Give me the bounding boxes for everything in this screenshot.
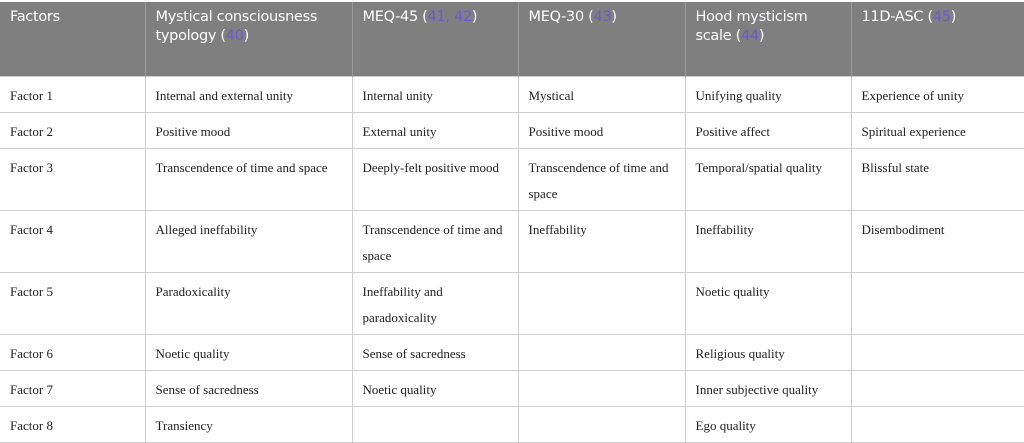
table-cell: Blissful state xyxy=(850,148,1024,211)
table-cell: Spiritual experience xyxy=(850,112,1024,149)
table-cell: Temporal/spatial quality xyxy=(684,148,852,211)
table-cell xyxy=(850,406,1024,443)
header-paren: ) xyxy=(243,28,250,44)
table-cell: Transcendence of time and space xyxy=(351,210,519,273)
table-row: Factor 2 Positive mood External unity Posit… xyxy=(0,112,1024,149)
citation-link[interactable]: 40 xyxy=(225,28,244,44)
citation-link[interactable]: 45 xyxy=(932,9,951,25)
table-cell: Factor 2 xyxy=(0,112,146,149)
table-cell: Ego quality xyxy=(684,406,852,443)
table-cell xyxy=(850,272,1024,335)
column-header: MEQ-30 (43) xyxy=(518,2,686,77)
header-label: MEQ-45 ( xyxy=(362,9,428,25)
table-cell: Positive affect xyxy=(684,112,852,149)
table-cell: Alleged ineffability xyxy=(144,210,353,273)
table-cell: External unity xyxy=(351,112,519,149)
column-header: Hood mysticism scale (44) xyxy=(685,2,852,77)
table-row: Factor 1 Internal and external unity Inter… xyxy=(0,76,1024,113)
citation-link[interactable]: 41, 42 xyxy=(427,9,473,25)
table-cell: Paradoxicality xyxy=(144,272,353,335)
table-cell: Factor 3 xyxy=(0,148,146,211)
table-cell xyxy=(517,334,686,371)
table-cell xyxy=(517,272,686,335)
table-cell: Ineffability xyxy=(517,210,686,273)
table-cell xyxy=(850,334,1024,371)
header-paren: ) xyxy=(471,9,478,25)
header-paren: ) xyxy=(950,9,957,25)
table-cell xyxy=(517,370,686,407)
table-cell xyxy=(517,406,686,443)
table-cell: Factor 8 xyxy=(0,406,146,443)
table-cell xyxy=(351,406,519,443)
table-cell: Mystical xyxy=(517,76,686,113)
header-label: MEQ-30 ( xyxy=(528,9,594,25)
table-cell: Internal and external unity xyxy=(144,76,353,113)
citation-link[interactable]: 44 xyxy=(741,28,759,44)
table-cell: Noetic quality xyxy=(684,272,852,335)
table-cell: Factor 5 xyxy=(0,272,146,335)
header-label: Hood mysticism scale ( xyxy=(695,9,808,44)
table-cell: Transcendence of time and space xyxy=(144,148,353,211)
table-cell: Religious quality xyxy=(684,334,852,371)
table-row: Factor 5 Paradoxicality Ineffability and p… xyxy=(0,272,1024,335)
table-cell: Inner subjective quality xyxy=(684,370,852,407)
table-cell: Ineffability xyxy=(684,210,852,273)
table-cell: Positive mood xyxy=(144,112,353,149)
table-cell: Sense of sacredness xyxy=(144,370,353,407)
header-paren: ) xyxy=(611,9,617,25)
table-cell: Noetic quality xyxy=(351,370,519,407)
column-header: Mystical consciousness typology (40) xyxy=(145,2,353,77)
table-cell: Internal unity xyxy=(351,76,519,113)
header-paren: ) xyxy=(758,28,765,44)
header-label: Factors xyxy=(10,9,60,25)
table-cell: Ineffability and paradoxicality xyxy=(351,272,519,335)
table-cell: Transiency xyxy=(144,406,353,443)
table-cell: Sense of sacredness xyxy=(351,334,519,371)
table-cell: Factor 1 xyxy=(0,76,146,113)
header-label: Mystical consciousness typology ( xyxy=(155,9,318,44)
table-row: Factor 3 Transcendence of time and space D… xyxy=(0,148,1024,211)
table-cell: Experience of unity xyxy=(850,76,1024,113)
table-cell: Noetic quality xyxy=(144,334,353,371)
table-cell: Factor 4 xyxy=(0,210,146,273)
table-cell: Transcendence of time and space xyxy=(517,148,686,211)
table-row: Factor 7 Sense of sacredness Noetic qualit… xyxy=(0,370,1024,407)
table-cell xyxy=(850,370,1024,407)
column-header: Factors xyxy=(0,2,146,77)
table-cell: Positive mood xyxy=(517,112,686,149)
table-row: Factor 6 Noetic quality Sense of sacrednes… xyxy=(0,334,1024,371)
column-header: MEQ-45 (41, 42) xyxy=(352,2,519,77)
table-cell: Factor 7 xyxy=(0,370,146,407)
table-row: Factor 4 Alleged ineffability Transcendenc… xyxy=(0,210,1024,273)
table-cell: Disembodiment xyxy=(850,210,1024,273)
table-row: Factor 8 Transiency Ego quality xyxy=(0,406,1024,443)
table-cell: Unifying quality xyxy=(684,76,852,113)
column-header: 11D-ASC (45) xyxy=(851,2,1024,77)
header-label: 11D-ASC ( xyxy=(861,9,934,25)
table-cell: Deeply-felt positive mood xyxy=(351,148,519,211)
citation-link[interactable]: 43 xyxy=(593,9,612,25)
table-cell: Factor 6 xyxy=(0,334,146,371)
